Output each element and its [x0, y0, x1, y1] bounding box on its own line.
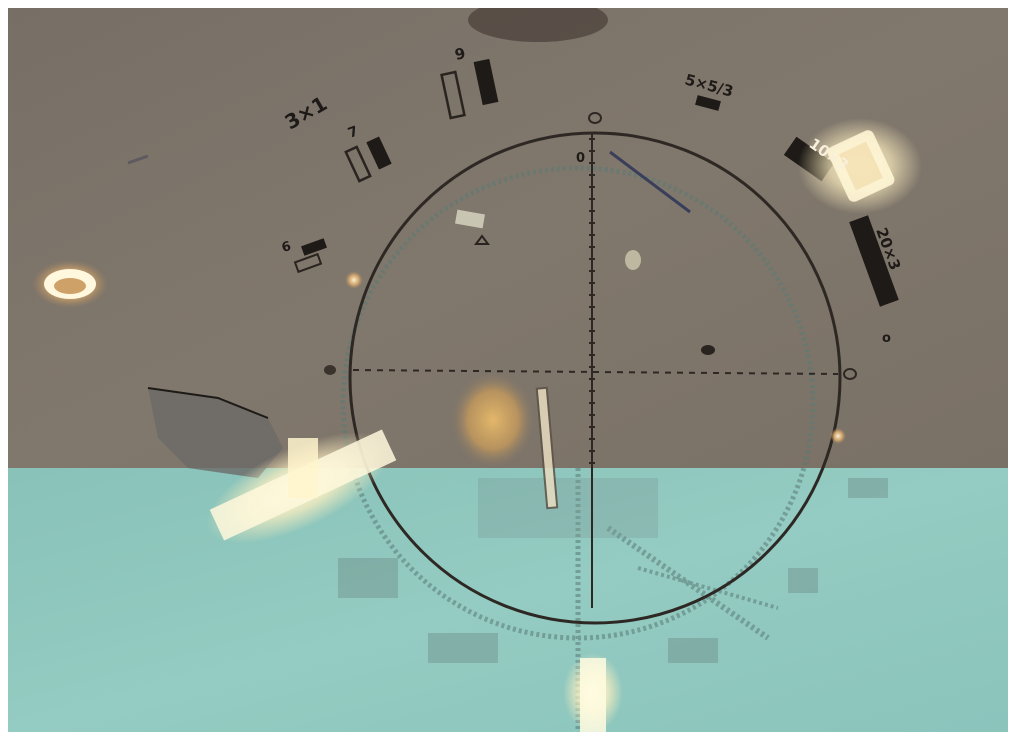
graticule-label: 9 [453, 44, 467, 64]
graticule-label: 6 [280, 239, 293, 256]
particle [474, 234, 490, 245]
graticule [324, 112, 857, 625]
particle [625, 250, 641, 270]
particle [345, 271, 363, 289]
crystal-left [147, 387, 397, 544]
particle [701, 345, 715, 355]
crystal-top-right [798, 118, 922, 214]
cell-left [32, 260, 108, 308]
ghost-graticule [338, 165, 888, 732]
micrograph-canvas: 3×1 7 9 5×5/3 10×3 20×3 6 0 o [8, 8, 1008, 732]
micrograph: 3×1 7 9 5×5/3 10×3 20×3 6 0 o [8, 8, 1008, 732]
particle [454, 209, 486, 229]
dark-blotch [468, 8, 608, 42]
graticule-label: 0 [576, 151, 585, 166]
faint-streak [127, 154, 149, 165]
rod-crystal [535, 386, 559, 510]
graticule-label: o [882, 331, 891, 346]
particle [830, 428, 846, 444]
lower-field [8, 468, 1008, 732]
debris-cluster [451, 372, 535, 468]
